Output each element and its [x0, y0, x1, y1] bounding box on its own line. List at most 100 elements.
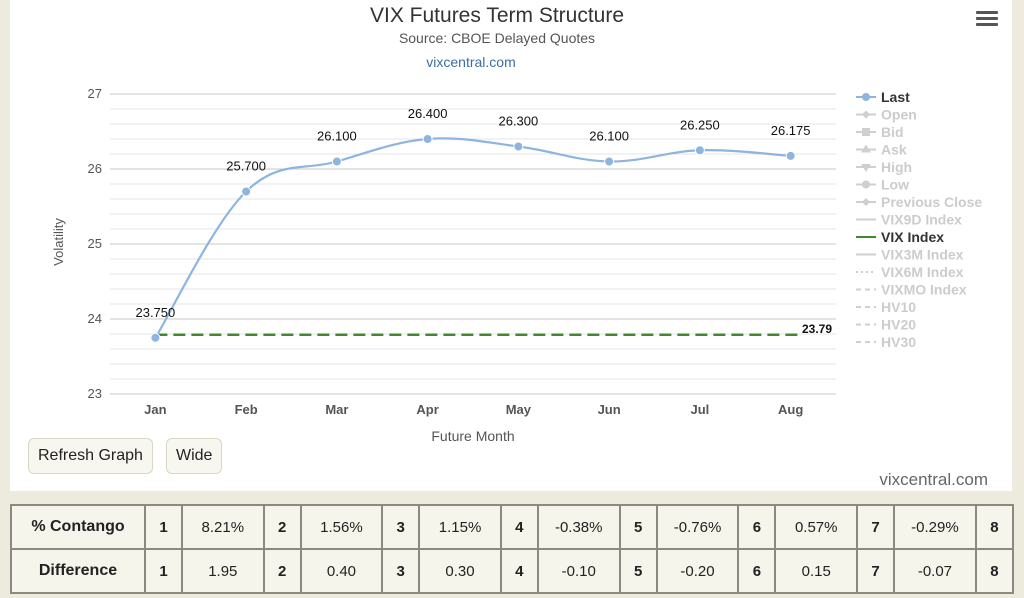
legend-item-label: HV20: [881, 317, 916, 333]
contango-label: % Contango: [10, 504, 146, 550]
legend-item-label: Low: [881, 177, 909, 193]
x-tick-label: Jan: [144, 402, 166, 417]
difference-cell: -0.20: [655, 548, 740, 594]
menu-bar: [976, 23, 998, 26]
last-data-label: 23.750: [135, 305, 175, 320]
difference-cell: 0.40: [299, 548, 384, 594]
index-cell: 3: [381, 548, 421, 594]
index-cell: 3: [381, 504, 421, 550]
chart-panel: VIX Futures Term Structure Source: CBOE D…: [10, 0, 1012, 491]
y-axis-title: Volatility: [51, 218, 66, 266]
difference-cell: 1.95: [181, 548, 265, 594]
index-cell: 2: [262, 548, 302, 594]
last-data-label: 26.100: [317, 129, 357, 144]
last-data-point: [513, 141, 524, 152]
x-tick-label: May: [506, 402, 532, 417]
legend-marker: [862, 128, 870, 136]
last-data-point: [604, 156, 615, 167]
index-cell: 1: [144, 504, 183, 550]
index-cell: 5: [618, 548, 658, 594]
legend-item-label: HV30: [881, 334, 916, 350]
legend-item-label: VIX6M Index: [881, 264, 964, 280]
legend-item-label: High: [881, 159, 912, 175]
index-cell: 8: [974, 504, 1015, 550]
y-tick-label: 23: [88, 386, 102, 401]
x-tick-label: Jun: [598, 402, 621, 417]
x-tick-label: Mar: [325, 402, 348, 417]
wide-button[interactable]: Wide: [166, 438, 223, 474]
last-data-label: 26.100: [589, 129, 629, 144]
legend-item-label: Bid: [881, 124, 904, 140]
legend-item-label: VIXMO Index: [881, 282, 967, 298]
legend-item-label: Ask: [881, 142, 907, 158]
contango-cell: -0.76%: [655, 504, 740, 550]
difference-label: Difference: [10, 548, 146, 594]
legend-marker: [861, 144, 871, 153]
last-data-point: [150, 332, 161, 343]
watermark-text: vixcentral.com: [879, 470, 988, 489]
legend-marker: [862, 110, 870, 119]
menu-bar: [976, 17, 998, 20]
contango-cell: 8.21%: [181, 504, 265, 550]
vix-index-value-label: 23.79: [802, 322, 832, 336]
index-cell: 7: [856, 548, 896, 594]
index-cell: 4: [499, 504, 539, 550]
index-cell: 6: [737, 504, 777, 550]
contango-cell: 0.57%: [774, 504, 859, 550]
chart-title: VIX Futures Term Structure: [370, 4, 624, 27]
legend-item-label: Open: [881, 107, 917, 123]
legend-item-label: VIX9D Index: [881, 212, 962, 228]
last-data-label: 26.400: [408, 106, 448, 121]
index-cell: 1: [144, 548, 183, 594]
index-cell: 4: [499, 548, 539, 594]
index-cell: 2: [262, 504, 302, 550]
table-row-difference: Difference 1 1.95 2 0.40 3 0.30 4 -0.10 …: [10, 548, 1015, 594]
chart-source-link: vixcentral.com: [426, 54, 515, 70]
difference-cell: -0.10: [536, 548, 621, 594]
y-tick-label: 26: [88, 161, 102, 176]
refresh-graph-button[interactable]: Refresh Graph: [28, 438, 153, 474]
last-data-label: 26.250: [680, 117, 720, 132]
last-data-label: 26.175: [771, 123, 811, 138]
contango-cell: 1.15%: [418, 504, 502, 550]
difference-cell: 0.15: [774, 548, 859, 594]
legend-item-label: Last: [881, 89, 910, 105]
index-cell: 6: [737, 548, 777, 594]
legend-item-label: VIX3M Index: [881, 247, 964, 263]
table-row-contango: % Contango 1 8.21% 2 1.56% 3 1.15% 4 -0.…: [10, 504, 1015, 550]
contango-cell: -0.38%: [536, 504, 621, 550]
contango-table: % Contango 1 8.21% 2 1.56% 3 1.15% 4 -0.…: [10, 504, 1015, 594]
chart-subtitle: Source: CBOE Delayed Quotes: [399, 30, 595, 46]
index-cell: 5: [618, 504, 658, 550]
last-data-label: 25.700: [226, 159, 266, 174]
menu-icon[interactable]: [974, 8, 1000, 30]
legend-marker: [862, 180, 870, 189]
contango-cell: 1.56%: [299, 504, 384, 550]
last-data-point: [785, 150, 796, 161]
y-tick-label: 25: [88, 236, 102, 251]
index-cell: 7: [856, 504, 896, 550]
legend-item-label: HV10: [881, 299, 916, 315]
y-tick-label: 27: [88, 86, 102, 101]
last-data-point: [422, 134, 433, 144]
difference-cell: 0.30: [418, 548, 502, 594]
last-data-point: [331, 156, 342, 167]
x-tick-label: Feb: [235, 402, 258, 417]
index-cell: 8: [974, 548, 1015, 594]
x-tick-label: Aug: [778, 402, 803, 417]
x-tick-label: Jul: [690, 402, 709, 417]
legend-marker: [861, 164, 871, 172]
menu-bar: [976, 11, 998, 14]
last-data-point: [241, 186, 252, 197]
legend-marker: [862, 93, 870, 101]
contango-cell: -0.29%: [893, 504, 977, 550]
x-tick-label: Apr: [416, 402, 438, 417]
difference-cell: -0.07: [893, 548, 977, 594]
last-data-point: [694, 145, 705, 156]
last-data-label: 26.300: [498, 114, 538, 129]
vix-term-structure-chart: VIX Futures Term Structure Source: CBOE D…: [51, 4, 982, 444]
x-axis-title: Future Month: [431, 428, 514, 444]
legend-marker: [862, 198, 870, 206]
legend-item-label: VIX Index: [881, 229, 944, 245]
y-tick-label: 24: [88, 311, 102, 326]
